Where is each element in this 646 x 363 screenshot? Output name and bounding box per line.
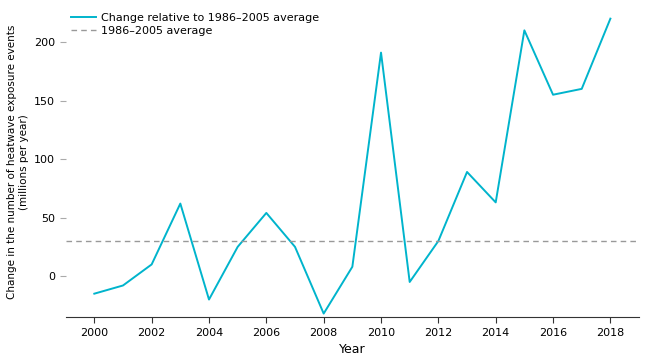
Change relative to 1986–2005 average	[234, 245, 242, 249]
Change relative to 1986–2005 average	[148, 262, 156, 266]
Change relative to 1986–2005 average	[578, 87, 585, 91]
Legend: Change relative to 1986–2005 average, 1986–2005 average: Change relative to 1986–2005 average, 19…	[71, 12, 319, 36]
X-axis label: Year: Year	[339, 343, 366, 356]
Change relative to 1986–2005 average	[463, 170, 471, 174]
Change relative to 1986–2005 average	[435, 239, 443, 243]
Change relative to 1986–2005 average	[492, 200, 499, 205]
Change relative to 1986–2005 average	[406, 280, 413, 284]
Line: Change relative to 1986–2005 average: Change relative to 1986–2005 average	[94, 19, 610, 314]
Change relative to 1986–2005 average	[291, 245, 299, 249]
Change relative to 1986–2005 average	[607, 16, 614, 21]
Change relative to 1986–2005 average	[549, 93, 557, 97]
Change relative to 1986–2005 average	[119, 283, 127, 287]
Change relative to 1986–2005 average	[176, 201, 184, 206]
Change relative to 1986–2005 average	[90, 291, 98, 296]
Change relative to 1986–2005 average	[521, 28, 528, 33]
Change relative to 1986–2005 average	[205, 297, 213, 302]
Change relative to 1986–2005 average	[348, 265, 356, 269]
Y-axis label: Change in the number of heatwave exposure events
(millions per year): Change in the number of heatwave exposur…	[7, 25, 28, 299]
Change relative to 1986–2005 average	[320, 311, 328, 316]
Change relative to 1986–2005 average	[262, 211, 270, 215]
Change relative to 1986–2005 average	[377, 50, 385, 55]
